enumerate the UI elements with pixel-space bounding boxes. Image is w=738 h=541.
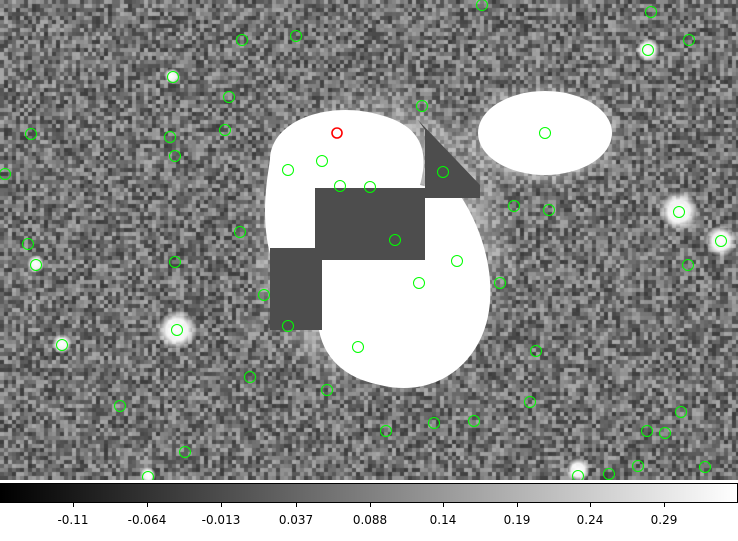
source-marker-green[interactable] <box>219 124 231 136</box>
source-marker-green[interactable] <box>380 425 392 437</box>
source-marker-green[interactable] <box>539 127 551 139</box>
source-marker-green[interactable] <box>164 131 176 143</box>
colorbar-tick-mark <box>73 503 74 507</box>
star-glow <box>636 38 660 62</box>
mask-region <box>315 188 425 260</box>
colorbar-tick-label: 0.29 <box>650 513 678 527</box>
source-marker-green[interactable] <box>169 150 181 162</box>
star-glow <box>566 458 590 480</box>
source-marker-green[interactable] <box>508 200 520 212</box>
source-marker-green[interactable] <box>682 259 694 271</box>
colorbar-tick-label: -0.064 <box>127 513 167 527</box>
source-marker-green[interactable] <box>258 289 270 301</box>
star-glow <box>52 334 72 354</box>
source-marker-green[interactable] <box>56 339 68 351</box>
colorbar-tick-label: 0.19 <box>503 513 531 527</box>
source-marker-green[interactable] <box>352 341 364 353</box>
source-marker-green[interactable] <box>0 168 11 180</box>
star-glow <box>659 191 699 231</box>
colorbar-tick-mark <box>517 503 518 507</box>
star-glow <box>705 225 737 257</box>
source-marker-green[interactable] <box>223 91 235 103</box>
source-marker-green[interactable] <box>334 180 346 192</box>
source-marker-green[interactable] <box>413 277 425 289</box>
source-marker-green[interactable] <box>645 6 657 18</box>
source-marker-green[interactable] <box>316 155 328 167</box>
source-marker-green[interactable] <box>171 324 183 336</box>
source-marker-green[interactable] <box>179 446 191 458</box>
colorbar-tick-mark <box>590 503 591 507</box>
source-marker-green[interactable] <box>167 71 179 83</box>
source-marker-green[interactable] <box>290 30 302 42</box>
source-marker-green[interactable] <box>543 204 555 216</box>
source-marker-green[interactable] <box>234 226 246 238</box>
source-marker-green[interactable] <box>699 461 711 473</box>
colorbar-tick-label: -0.013 <box>201 513 241 527</box>
source-marker-green[interactable] <box>468 415 480 427</box>
source-marker-green[interactable] <box>428 417 440 429</box>
source-marker-green[interactable] <box>236 34 248 46</box>
image-viewer[interactable] <box>0 0 738 480</box>
mask-region <box>270 248 322 330</box>
source-marker-green[interactable] <box>494 277 506 289</box>
mask-region <box>418 120 480 198</box>
source-marker-green[interactable] <box>641 425 653 437</box>
green-markers <box>0 0 727 480</box>
colorbar-ticks: -0.11 -0.064 -0.013 0.037 0.088 0.14 0.19 0.24 0… <box>0 503 738 541</box>
colorbar-tick-mark <box>296 503 297 507</box>
source-marker-green[interactable] <box>451 255 463 267</box>
colorbar-tick-mark <box>443 503 444 507</box>
colorbar <box>0 483 738 503</box>
source-marker-green[interactable] <box>642 44 654 56</box>
colorbar-tick-label: 0.088 <box>352 513 388 527</box>
source-marker-green[interactable] <box>169 256 181 268</box>
source-marker-green[interactable] <box>321 384 333 396</box>
source-marker-green[interactable] <box>632 460 644 472</box>
source-marker-green[interactable] <box>282 320 294 332</box>
colorbar-tick-label: 0.24 <box>576 513 604 527</box>
right-galaxy-core <box>478 91 612 175</box>
masked-regions <box>270 120 480 330</box>
source-marker-green[interactable] <box>30 259 42 271</box>
source-marker-red[interactable] <box>331 127 343 139</box>
source-marker-green[interactable] <box>715 235 727 247</box>
source-marker-green[interactable] <box>416 100 428 112</box>
source-marker-green[interactable] <box>572 470 584 481</box>
source-marker-green[interactable] <box>282 164 294 176</box>
source-marker-green[interactable] <box>437 166 449 178</box>
source-marker-green[interactable] <box>114 400 126 412</box>
source-marker-green[interactable] <box>364 181 376 193</box>
star-glow <box>157 310 197 350</box>
red-markers <box>331 127 343 139</box>
colorbar-tick-mark <box>221 503 222 507</box>
source-marker-green[interactable] <box>675 406 687 418</box>
source-marker-green[interactable] <box>673 206 685 218</box>
colorbar-tick-mark <box>370 503 371 507</box>
source-marker-green[interactable] <box>389 234 401 246</box>
colorbar-tick-label: 0.037 <box>278 513 314 527</box>
source-marker-green[interactable] <box>524 396 536 408</box>
source-marker-green[interactable] <box>22 238 34 250</box>
source-marker-green[interactable] <box>603 468 615 480</box>
colorbar-tick-mark <box>664 503 665 507</box>
source-marker-green[interactable] <box>142 471 154 481</box>
source-marker-green[interactable] <box>530 345 542 357</box>
star-glow <box>164 68 180 84</box>
colorbar-tick-label: 0.14 <box>429 513 457 527</box>
colorbar-tick-label: -0.11 <box>57 513 89 527</box>
image-overlay <box>0 0 737 480</box>
source-marker-green[interactable] <box>659 427 671 439</box>
source-marker-green[interactable] <box>683 34 695 46</box>
source-marker-green[interactable] <box>244 371 256 383</box>
source-marker-green[interactable] <box>25 128 37 140</box>
colorbar-tick-mark <box>147 503 148 507</box>
star-glow <box>140 467 156 480</box>
source-marker-green[interactable] <box>476 0 488 11</box>
